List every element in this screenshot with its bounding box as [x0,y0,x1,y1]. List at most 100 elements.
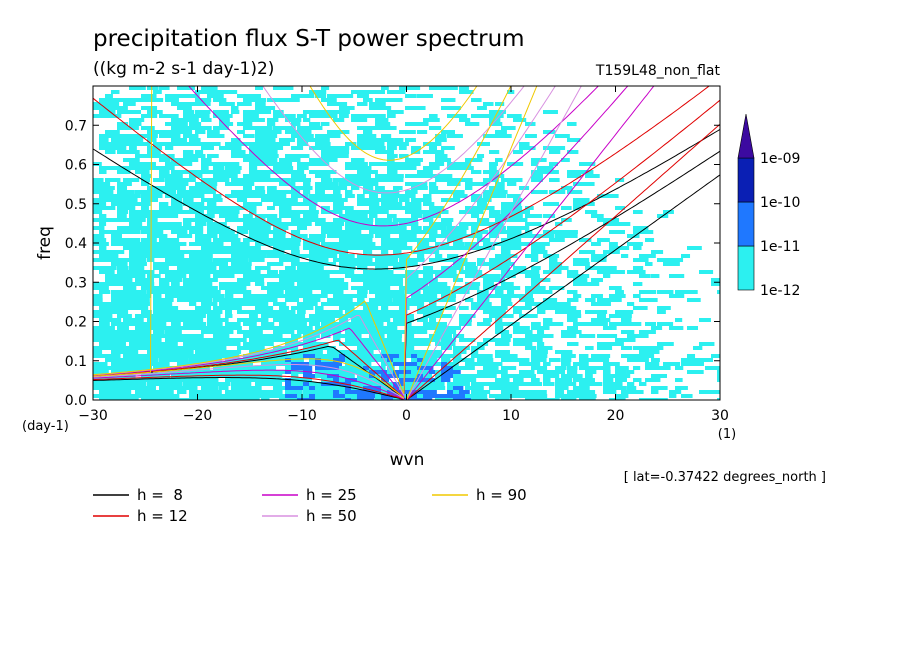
spectrum-cell [387,170,398,174]
spectrum-cell [489,118,501,122]
spectrum-cell [213,230,221,234]
spectrum-cell [93,190,107,194]
spectrum-cell [381,226,390,230]
spectrum-cell [423,294,438,298]
spectrum-cell [537,250,548,254]
spectrum-cell [321,110,335,114]
spectrum-cell [279,258,290,262]
spectrum-cell [315,134,327,138]
spectrum-cell [159,358,168,362]
spectrum-cell [495,218,505,222]
spectrum-cell [225,218,241,222]
spectrum-cell [285,202,296,206]
spectrum-cell [291,262,302,266]
spectrum-cell [327,194,342,198]
legend-label: h = 25 [306,486,357,504]
spectrum-cell [285,370,295,374]
spectrum-cell [441,130,455,134]
spectrum-cell [231,206,247,210]
spectrum-cell [141,98,149,102]
colorbar-segment [737,201,755,247]
spectrum-cell [99,110,110,114]
spectrum-cell [501,262,511,266]
spectrum-cell [123,158,140,162]
spectrum-cell [417,270,429,274]
spectrum-cell [159,158,171,162]
spectrum-cell [171,122,188,126]
spectrum-cell [507,322,520,326]
spectrum-cell [429,222,443,226]
spectrum-cell [171,290,186,294]
spectrum-cell [93,314,101,318]
spectrum-cell [141,282,153,286]
spectrum-cell [477,398,488,400]
spectrum-cell [417,354,428,358]
spectrum-cell [165,190,177,194]
spectrum-cell [129,258,139,262]
spectrum-cell [117,290,126,294]
spectrum-cell [567,234,578,238]
spectrum-cell [495,134,512,138]
spectrum-cell [423,374,433,378]
spectrum-cell [441,306,456,310]
spectrum-cell [201,190,216,194]
spectrum-cell [165,258,176,262]
spectrum-cell [333,382,342,386]
spectrum-cell [453,398,461,400]
spectrum-cell [633,226,645,230]
spectrum-cell [129,246,139,250]
spectrum-cell [171,314,184,318]
spectrum-cell [423,366,434,370]
spectrum-cell [189,326,202,330]
spectrum-cell [243,174,257,178]
spectrum-cell [339,230,349,234]
spectrum-cell [129,398,139,400]
spectrum-cell [495,130,507,134]
spectrum-cell [405,338,416,342]
spectrum-cell [327,262,337,266]
spectrum-cell [585,298,596,302]
spectrum-cell [285,338,296,342]
spectrum-cell [357,394,366,398]
spectrum-cell [411,370,423,374]
spectrum-cell [441,222,452,226]
spectrum-cell [621,318,632,322]
spectrum-cell [471,350,479,354]
spectrum-cell [141,162,151,166]
spectrum-cell [381,274,389,278]
spectrum-cell [513,266,524,270]
legend: h = 8h = 12h = 25h = 50h = 90 [93,486,527,525]
spectrum-cell [333,362,341,366]
spectrum-cell [369,334,385,338]
spectrum-cell [375,198,390,202]
spectrum-cell [591,382,603,386]
spectrum-cell [459,374,467,378]
spectrum-cell [231,266,246,270]
spectrum-cell [429,214,441,218]
spectrum-cell [153,242,167,246]
spectrum-cell [315,398,327,400]
spectrum-cell [459,178,473,182]
spectrum-cell [375,290,385,294]
spectrum-cell [93,210,103,214]
spectrum-cell [411,214,423,218]
spectrum-cell [231,182,240,186]
spectrum-cell [525,346,537,350]
spectrum-cell [123,190,135,194]
spectrum-cell [435,190,451,194]
spectrum-cell [99,322,110,326]
spectrum-cell [627,234,640,238]
spectrum-cell [363,210,372,214]
spectrum-cell [165,122,175,126]
spectrum-cell [609,286,622,290]
spectrum-cell [207,386,219,390]
spectrum-cell [717,290,720,294]
spectrum-cell [135,270,146,274]
spectrum-cell [273,234,286,238]
spectrum-cell [315,350,323,354]
spectrum-cell [387,90,396,94]
spectrum-cell [453,334,465,338]
spectrum-cell [231,306,242,310]
spectrum-cell [195,230,204,234]
spectrum-cell [273,390,283,394]
